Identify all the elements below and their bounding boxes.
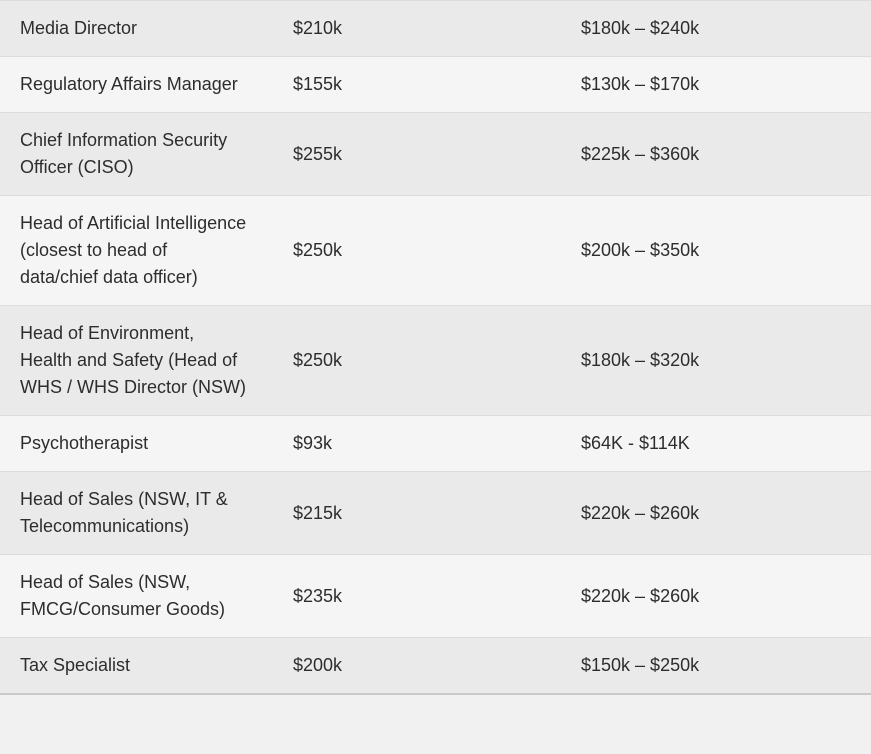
salary-range: $180k – $240k <box>581 18 700 38</box>
salary-range: $130k – $170k <box>581 74 700 94</box>
salary-table: Media Director $210k $180k – $240k Regulato… <box>0 0 871 695</box>
table-row: Head of Sales (NSW, FMCG/Consumer Goods)… <box>0 555 871 638</box>
average-salary: $255k <box>293 143 343 164</box>
job-title: Head of Artificial Intelligence (closest… <box>20 213 247 287</box>
salary-range: $180k – $320k <box>581 350 700 370</box>
job-title: Psychotherapist <box>20 433 149 453</box>
job-title: Chief Information Security Officer (CISO… <box>20 130 228 177</box>
table-row: Chief Information Security Officer (CISO… <box>0 113 871 196</box>
salary-range: $200k – $350k <box>581 240 700 260</box>
table-row: Regulatory Affairs Manager $155k $130k – $… <box>0 57 871 113</box>
average-salary: $215k <box>293 502 343 523</box>
salary-range: $220k – $260k <box>581 502 700 523</box>
average-salary: $250k <box>293 240 343 260</box>
table-row: Head of Environment, Health and Safety (… <box>0 306 871 416</box>
table-row: Head of Sales (NSW, IT & Telecommunicati… <box>0 472 871 555</box>
salary-range: $150k – $250k <box>581 655 700 675</box>
average-salary: $250k <box>293 350 343 370</box>
salary-range: $225k – $360k <box>581 143 700 164</box>
job-title: Tax Specialist <box>20 655 131 675</box>
average-salary: $200k <box>293 655 343 675</box>
average-salary: $235k <box>293 585 343 606</box>
job-title: Media Director <box>20 18 138 38</box>
salary-range: $220k – $260k <box>581 585 700 606</box>
job-title: Head of Sales (NSW, FMCG/Consumer Goods) <box>20 572 226 619</box>
job-title: Head of Sales (NSW, IT & Telecommunicati… <box>20 489 228 536</box>
table-row: Head of Artificial Intelligence (closest… <box>0 196 871 306</box>
table-row: Tax Specialist $200k $150k – $250k <box>0 638 871 693</box>
table-row: Media Director $210k $180k – $240k <box>0 1 871 57</box>
average-salary: $210k <box>293 18 343 38</box>
job-title: Head of Environment, Health and Safety (… <box>20 323 246 397</box>
table-row: Psychotherapist $93k $64K - $114K <box>0 416 871 472</box>
salary-range: $64K - $114K <box>581 433 690 453</box>
average-salary: $155k <box>293 74 343 94</box>
average-salary: $93k <box>293 433 333 453</box>
job-title: Regulatory Affairs Manager <box>20 74 238 94</box>
